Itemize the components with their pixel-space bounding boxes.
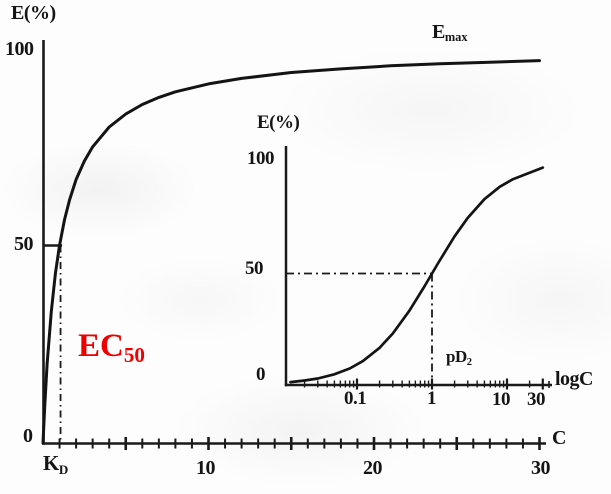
- inset-ytick-0: 0: [256, 364, 266, 385]
- main-xtick-10: 10: [196, 457, 216, 479]
- main-ytick-0: 0: [23, 425, 33, 447]
- main-x-axis-title: C: [552, 427, 566, 449]
- inset-x-axis-title: logC: [555, 368, 594, 390]
- main-ytick-50: 50: [14, 233, 34, 255]
- main-curve: [41, 59, 541, 445]
- main-ytick-100: 100: [5, 38, 34, 60]
- main-y-axis-title: E(%): [11, 2, 56, 24]
- inset-curve: [289, 166, 545, 384]
- inset-x-ticks: [303, 378, 550, 390]
- inset-ytick-100: 100: [247, 148, 275, 169]
- inset-halfmax-guides: [286, 272, 433, 385]
- inset-y-axis-title: E(%): [257, 112, 300, 133]
- kd-annotation: KD: [43, 451, 69, 477]
- pd2-annotation: pD2: [446, 347, 472, 368]
- ec50-annotation: EC50: [78, 328, 145, 367]
- inset-ytick-50: 50: [245, 258, 264, 279]
- main-xtick-30: 30: [531, 457, 551, 479]
- main-x-ticks: [58, 437, 541, 450]
- main-xtick-20: 20: [363, 457, 383, 479]
- inset-xtick-10: 10: [492, 389, 511, 410]
- inset-xtick-30: 30: [527, 389, 546, 410]
- emax-annotation: Emax: [432, 21, 468, 45]
- inset-xtick-0-1: 0.1: [344, 388, 367, 409]
- inset-xtick-1: 1: [427, 388, 437, 409]
